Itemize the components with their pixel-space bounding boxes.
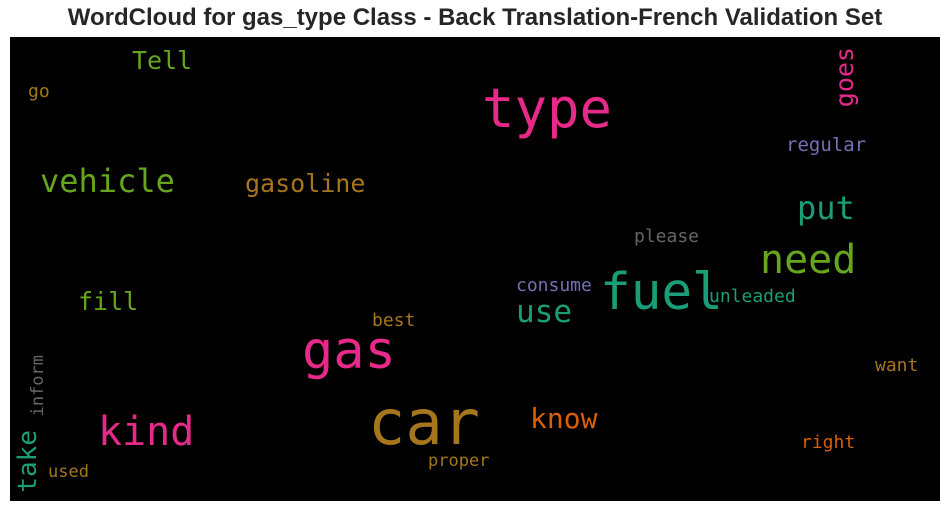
word-go: go: [28, 81, 50, 102]
word-take: take: [13, 430, 43, 493]
wordcloud-canvas: car type gas fuel kind need vehicle put use know t…: [10, 37, 940, 501]
word-tell: Tell: [132, 46, 193, 75]
word-car: car: [368, 386, 480, 459]
word-gas: gas: [302, 321, 396, 381]
word-unleaded: unleaded: [709, 286, 796, 307]
word-want: want: [875, 355, 919, 376]
word-used: used: [48, 462, 89, 482]
word-vehicle: vehicle: [40, 162, 175, 200]
word-right: right: [801, 432, 856, 453]
word-kind: kind: [98, 409, 195, 455]
word-consume: consume: [516, 275, 592, 296]
word-know: know: [530, 402, 598, 435]
word-best: best: [372, 310, 416, 331]
chart-title: WordCloud for gas_type Class - Back Tran…: [67, 4, 883, 31]
word-regular: regular: [786, 134, 867, 156]
word-put: put: [797, 189, 855, 227]
word-inform: inform: [28, 355, 48, 417]
word-fill: fill: [78, 287, 139, 316]
word-proper: proper: [428, 451, 490, 471]
word-goes: goes: [830, 47, 859, 108]
word-gasoline: gasoline: [245, 169, 366, 198]
word-use: use: [516, 294, 572, 330]
word-fuel: fuel: [600, 263, 723, 322]
word-type: type: [482, 77, 613, 140]
word-please: please: [634, 226, 700, 247]
word-need: need: [760, 237, 857, 283]
